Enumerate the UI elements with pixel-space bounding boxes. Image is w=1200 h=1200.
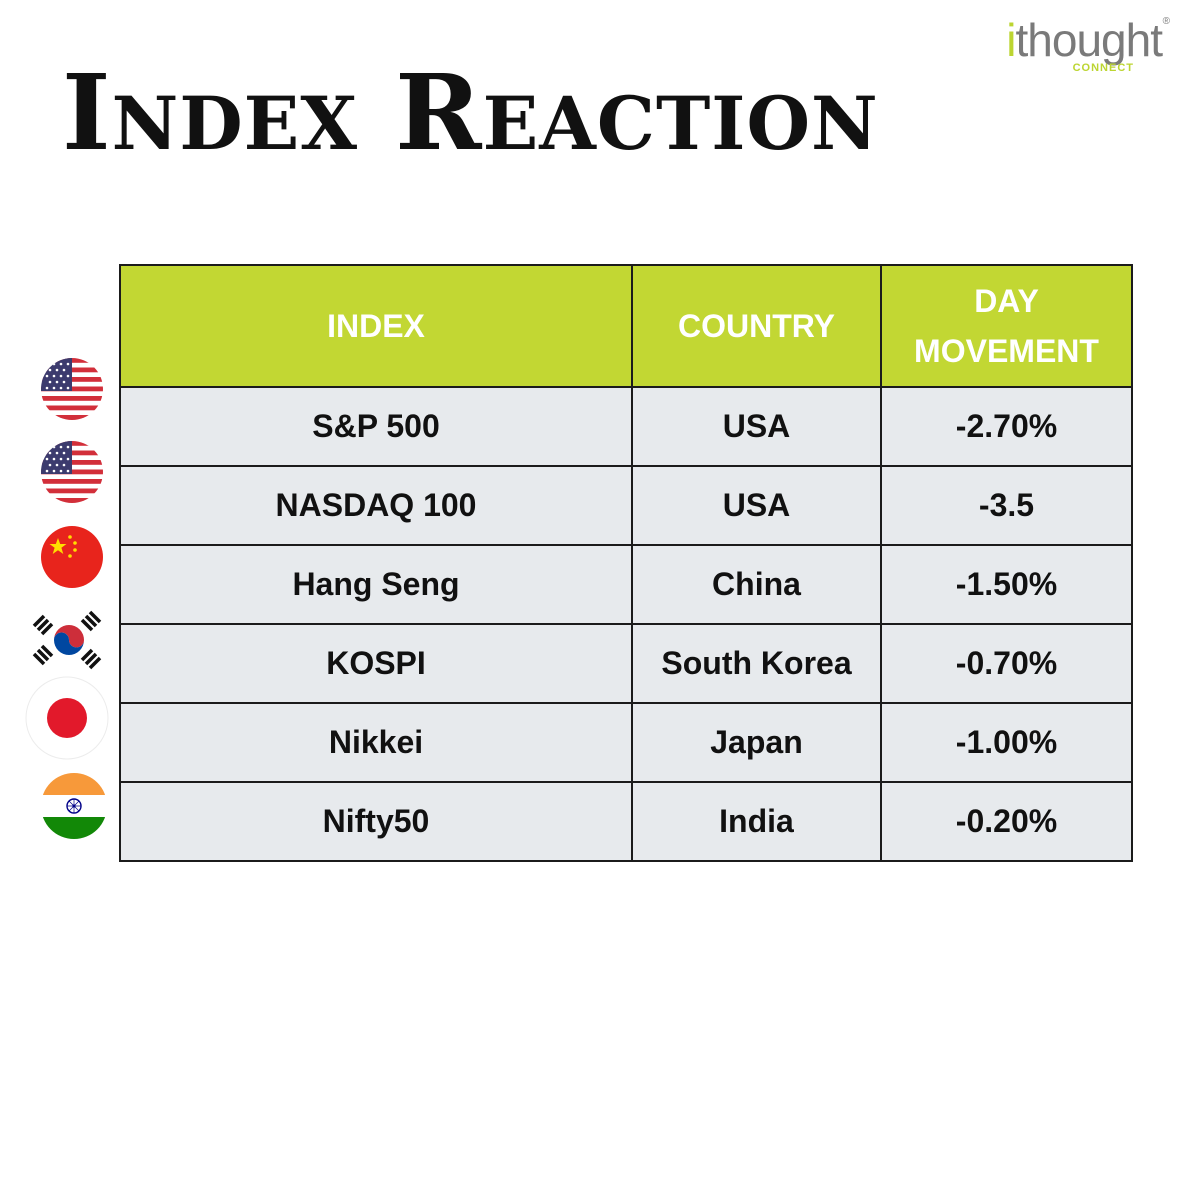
table-row: Nifty50 India -0.20% [119, 781, 1133, 862]
logo-wordmark: ithought [1006, 14, 1163, 66]
japan-flag-icon [25, 676, 109, 760]
cell-index: Nikkei [119, 702, 633, 783]
cell-country: China [631, 544, 882, 625]
cell-day-movement: -0.70% [880, 623, 1133, 704]
cell-country: South Korea [631, 623, 882, 704]
cell-country: USA [631, 386, 882, 467]
table-row: S&P 500 USA -2.70% [119, 386, 1133, 467]
logo-word: thought [1015, 14, 1163, 66]
logo-registered-mark: ® [1162, 16, 1170, 27]
cell-index: NASDAQ 100 [119, 465, 633, 546]
header-country: COUNTRY [631, 264, 882, 388]
logo-letter-i: i [1006, 14, 1016, 66]
cell-index: S&P 500 [119, 386, 633, 467]
cell-day-movement: -1.00% [880, 702, 1133, 783]
table-row: NASDAQ 100 USA -3.5 [119, 465, 1133, 546]
cell-country: Japan [631, 702, 882, 783]
cell-day-movement: -3.5 [880, 465, 1133, 546]
header-day-movement: DAY MOVEMENT [880, 264, 1133, 388]
table-row: Hang Seng China -1.50% [119, 544, 1133, 625]
cell-country: India [631, 781, 882, 862]
table-row: Nikkei Japan -1.00% [119, 702, 1133, 783]
china-flag-icon [41, 526, 103, 588]
india-flag-icon [41, 773, 107, 839]
usa-flag-icon [41, 358, 103, 420]
cell-day-movement: -2.70% [880, 386, 1133, 467]
logo-subtitle: CONNECT [1072, 62, 1134, 74]
table-header-row: INDEX COUNTRY DAY MOVEMENT [119, 264, 1133, 388]
cell-index: Hang Seng [119, 544, 633, 625]
cell-index: Nifty50 [119, 781, 633, 862]
south-korea-flag-icon [32, 606, 103, 674]
index-table: INDEX COUNTRY DAY MOVEMENT S&P 500 USA -2… [119, 264, 1133, 862]
cell-index: KOSPI [119, 623, 633, 704]
cell-day-movement: -1.50% [880, 544, 1133, 625]
header-index: INDEX [119, 264, 633, 388]
ithought-connect-logo: ithought ® CONNECT [980, 14, 1170, 78]
cell-day-movement: -0.20% [880, 781, 1133, 862]
cell-country: USA [631, 465, 882, 546]
table-row: KOSPI South Korea -0.70% [119, 623, 1133, 704]
usa-flag-icon [41, 441, 103, 503]
page-title: Index Reaction [62, 51, 879, 174]
